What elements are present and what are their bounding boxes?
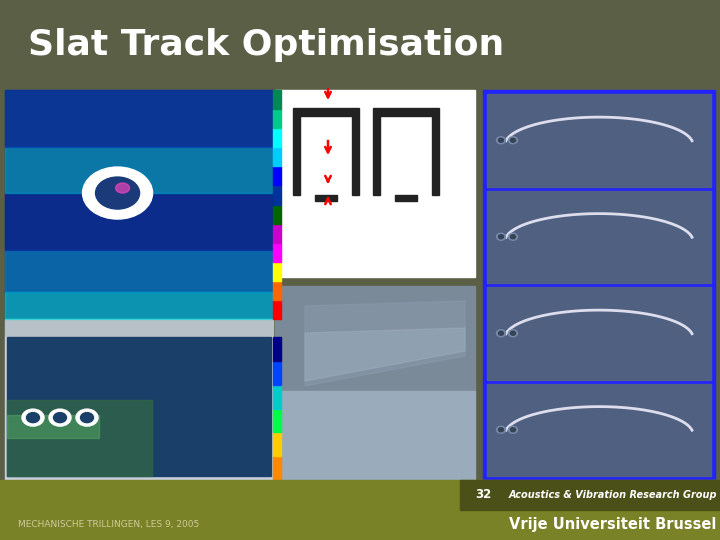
Text: Slat Track Optimisation: Slat Track Optimisation — [28, 28, 504, 62]
Bar — [273, 224, 281, 242]
Ellipse shape — [497, 330, 505, 337]
Bar — [273, 456, 281, 480]
Bar — [487, 94, 711, 186]
Bar — [293, 116, 300, 195]
Bar — [315, 195, 337, 201]
Polygon shape — [305, 301, 465, 386]
Bar — [5, 90, 273, 147]
Bar — [315, 195, 337, 201]
Bar — [273, 147, 281, 166]
Bar — [0, 480, 720, 540]
Bar — [7, 337, 271, 476]
Bar — [487, 191, 711, 283]
Bar — [275, 391, 475, 480]
Ellipse shape — [22, 409, 44, 426]
Bar — [487, 383, 711, 476]
Bar — [7, 400, 152, 476]
Ellipse shape — [498, 331, 503, 335]
Bar — [273, 128, 281, 147]
Bar — [275, 286, 475, 391]
Bar — [0, 0, 720, 90]
Bar — [5, 292, 273, 319]
Bar — [293, 108, 359, 116]
Ellipse shape — [81, 413, 94, 423]
Text: Vrije Universiteit Brussel: Vrije Universiteit Brussel — [509, 517, 716, 532]
Ellipse shape — [115, 183, 130, 193]
Ellipse shape — [497, 233, 505, 240]
Ellipse shape — [508, 233, 518, 240]
Bar — [373, 116, 380, 195]
Text: MECHANISCHE TRILLINGEN, LES 9, 2005: MECHANISCHE TRILLINGEN, LES 9, 2005 — [18, 521, 199, 530]
Text: Acoustics & Vibration Research Group: Acoustics & Vibration Research Group — [509, 490, 717, 500]
Bar — [5, 193, 273, 251]
Bar — [373, 108, 439, 116]
Ellipse shape — [497, 137, 505, 144]
Bar — [395, 195, 417, 201]
Ellipse shape — [49, 409, 71, 426]
Bar — [273, 166, 281, 185]
Bar — [273, 384, 281, 408]
Bar — [5, 90, 273, 319]
Ellipse shape — [510, 331, 516, 335]
Bar — [460, 480, 506, 510]
Ellipse shape — [510, 428, 516, 432]
Bar — [273, 109, 281, 128]
Bar — [5, 251, 273, 292]
Bar — [273, 262, 281, 281]
Bar — [273, 361, 281, 384]
Bar — [273, 185, 281, 205]
Bar — [5, 337, 273, 480]
Bar — [273, 408, 281, 433]
Bar — [5, 319, 273, 337]
Ellipse shape — [497, 426, 505, 433]
Ellipse shape — [508, 426, 518, 433]
Ellipse shape — [510, 235, 516, 239]
Ellipse shape — [76, 409, 98, 426]
Bar — [273, 242, 281, 262]
Ellipse shape — [508, 330, 518, 337]
Ellipse shape — [27, 413, 40, 423]
Ellipse shape — [510, 138, 516, 142]
Bar — [273, 281, 281, 300]
Ellipse shape — [498, 428, 503, 432]
Bar — [7, 415, 99, 438]
Text: 32: 32 — [475, 489, 491, 502]
Ellipse shape — [96, 177, 140, 209]
Bar — [273, 300, 281, 319]
Bar — [273, 337, 281, 361]
Bar — [273, 205, 281, 224]
Ellipse shape — [498, 235, 503, 239]
Bar — [275, 90, 475, 277]
Ellipse shape — [508, 137, 518, 144]
Bar — [487, 287, 711, 380]
Bar — [483, 90, 715, 480]
Bar — [5, 147, 273, 193]
Bar — [273, 433, 281, 456]
Bar — [273, 90, 281, 109]
Ellipse shape — [83, 167, 153, 219]
Bar — [395, 195, 417, 201]
Ellipse shape — [498, 138, 503, 142]
Bar — [352, 116, 359, 195]
Polygon shape — [305, 328, 465, 381]
Bar — [506, 480, 720, 510]
Ellipse shape — [53, 413, 66, 423]
Bar — [432, 116, 439, 195]
